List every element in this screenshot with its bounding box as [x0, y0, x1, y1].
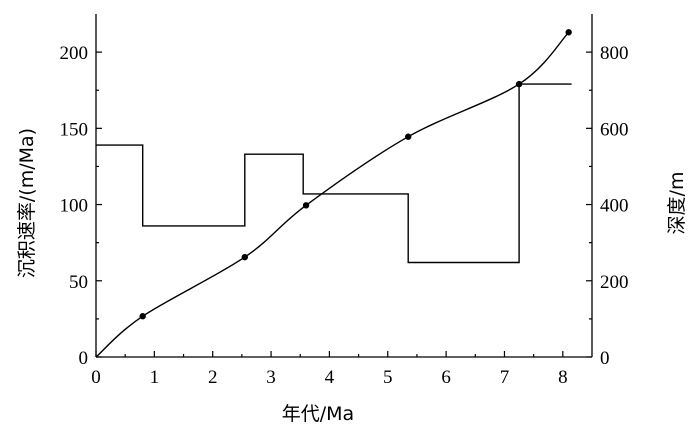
x-tick-label: 0	[91, 367, 101, 388]
sedimentation-rate-line	[96, 83, 572, 264]
right-y-axis-title: 深度/m	[666, 172, 688, 235]
right-y-tick-label: 600	[600, 119, 629, 140]
left-y-axis-title: 沉积速率/(m/Ma)	[16, 128, 38, 278]
right-y-axis-ticks: 0 200 400 600 800	[586, 43, 629, 369]
x-tick-label: 5	[383, 367, 393, 388]
x-tick-label: 1	[150, 367, 160, 388]
x-tick-label: 4	[325, 367, 335, 388]
left-y-tick-label: 50	[69, 272, 88, 293]
axes	[95, 14, 593, 358]
left-y-tick-label: 200	[60, 43, 89, 64]
x-tick-label: 6	[441, 367, 451, 388]
depth-point	[139, 313, 146, 320]
x-tick-label: 3	[266, 367, 276, 388]
depth-curve	[95, 31, 570, 358]
left-y-tick-label: 150	[60, 119, 89, 140]
right-y-tick-label: 0	[600, 348, 610, 369]
x-tick-label: 8	[558, 367, 568, 388]
depth-point	[404, 133, 412, 140]
x-tick-label: 7	[500, 367, 510, 388]
series-layer	[95, 29, 572, 358]
x-axis-title: 年代/Ma	[282, 403, 354, 425]
right-y-tick-label: 200	[600, 272, 629, 293]
x-tick-label: 2	[208, 367, 218, 388]
depth-point	[565, 29, 572, 36]
right-y-tick-label: 400	[600, 196, 629, 217]
left-y-tick-label: 100	[60, 196, 89, 217]
left-y-axis-ticks: 0 50 100 150 200	[60, 43, 102, 369]
depth-point	[515, 80, 523, 88]
depth-point	[241, 253, 248, 261]
depth-point	[302, 202, 310, 209]
x-axis-ticks: 0 1 2 3 4 5 6 7 8	[91, 351, 568, 388]
right-y-tick-label: 800	[600, 43, 629, 64]
left-y-tick-label: 0	[79, 348, 89, 369]
